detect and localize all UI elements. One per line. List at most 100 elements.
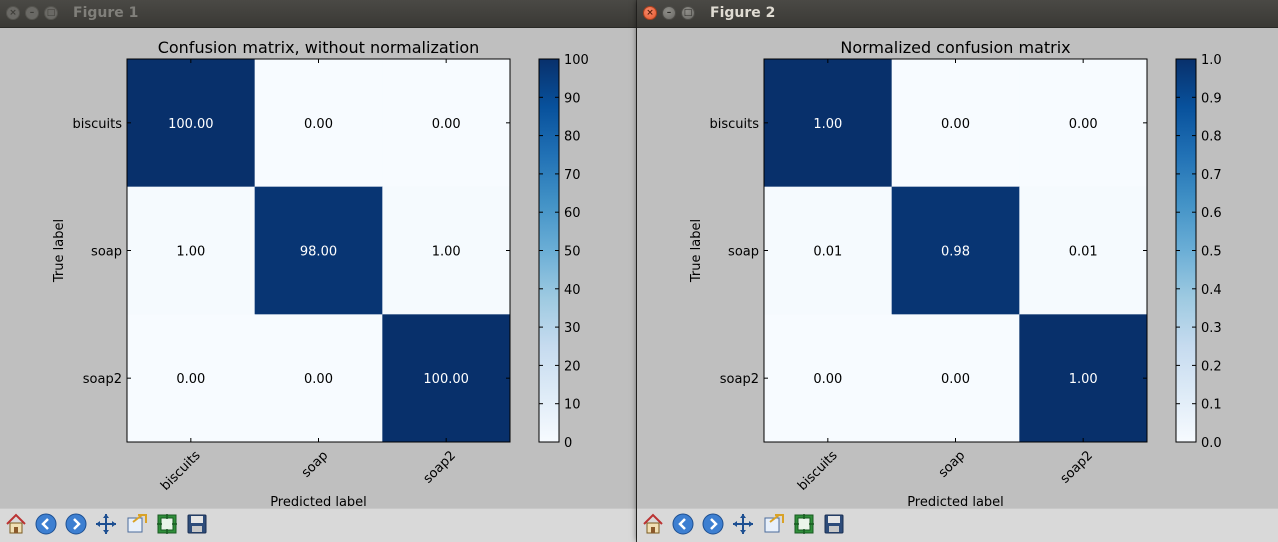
y-axis-label: True label [689, 219, 704, 283]
forward-arrow-button[interactable] [63, 513, 89, 539]
x-axis-label: Predicted label [907, 495, 1004, 508]
y-axis-label: True label [52, 219, 67, 283]
colorbar-tick-label: 0 [564, 436, 572, 451]
heatmap-cell [764, 186, 893, 315]
close-button[interactable]: × [6, 6, 20, 20]
heatmap-cell [1019, 59, 1148, 188]
heatmap-cell [382, 59, 511, 188]
cell-value-label: 1.00 [1069, 372, 1098, 387]
pan-button[interactable] [730, 513, 756, 539]
colorbar-tick-label: 0.6 [1201, 206, 1222, 221]
colorbar-tick-label: 0.4 [1201, 283, 1222, 298]
normalized-confusion-matrix-plot: Normalized confusion matrix 1.00 0.00 0.00 0… [689, 38, 1222, 508]
forward-arrow-icon [701, 512, 725, 540]
save-icon [185, 512, 209, 540]
minimize-icon: – [29, 7, 35, 18]
cell-value-label: 0.00 [176, 372, 205, 387]
save-button[interactable] [821, 513, 847, 539]
subplots-button[interactable] [154, 513, 180, 539]
cell-value-label: 0.00 [304, 117, 333, 132]
colorbar-tick-label: 0.3 [1201, 321, 1222, 336]
zoom-button[interactable] [761, 513, 787, 539]
figure-canvas[interactable]: Normalized confusion matrix 1.00 0.00 0.00 0… [637, 28, 1278, 508]
back-arrow-button[interactable] [33, 513, 59, 539]
subplots-icon [155, 512, 179, 540]
save-icon [822, 512, 846, 540]
heatmap-cell [764, 59, 893, 188]
colorbar-tick-label: 40 [564, 283, 581, 298]
colorbar-tick-label: 50 [564, 245, 581, 260]
cell-value-label: 0.00 [432, 117, 461, 132]
minimize-button[interactable]: – [25, 6, 39, 20]
cell-value-label: 100.00 [168, 117, 214, 132]
heatmap-cell [891, 186, 1020, 315]
colorbar-tick-label: 100 [564, 53, 589, 68]
y-tick-label: biscuits [72, 117, 122, 132]
heatmap-cell [127, 314, 256, 443]
x-tick-label: soap2 [421, 448, 459, 486]
home-button[interactable] [640, 513, 666, 539]
colorbar-tick-label: 0.9 [1201, 91, 1222, 106]
confusion-matrix-plot: Confusion matrix, without normalization 1… [52, 38, 589, 508]
close-button[interactable]: × [643, 6, 657, 20]
heatmap-cell [254, 186, 383, 315]
heatmap-cells [127, 59, 511, 443]
x-tick-label: soap2 [1058, 448, 1096, 486]
title-bar: × – □ Figure 2 [637, 0, 1278, 28]
close-icon: × [646, 7, 654, 18]
y-tick-label: biscuits [709, 117, 759, 132]
forward-arrow-button[interactable] [700, 513, 726, 539]
close-icon: × [9, 7, 17, 18]
x-axis-label: Predicted label [270, 495, 367, 508]
heatmap-cell [254, 314, 383, 443]
heatmap-cell [1019, 186, 1148, 315]
colorbar-tick-label: 0.5 [1201, 245, 1222, 260]
minimize-icon: – [666, 7, 672, 18]
heatmap-cell [891, 314, 1020, 443]
colorbar-tick-label: 70 [564, 168, 581, 183]
home-button[interactable] [3, 513, 29, 539]
cell-value-label: 0.01 [1069, 245, 1098, 260]
save-button[interactable] [184, 513, 210, 539]
heatmap-cells [764, 59, 1148, 443]
back-arrow-button[interactable] [670, 513, 696, 539]
navigation-toolbar [0, 508, 636, 542]
colorbar-tick-label: 90 [564, 91, 581, 106]
maximize-button[interactable]: □ [681, 6, 695, 20]
back-arrow-icon [671, 512, 695, 540]
y-tick-label: soap [91, 245, 122, 260]
cell-value-label: 0.01 [813, 245, 842, 260]
zoom-icon [125, 512, 149, 540]
window-title: Figure 1 [73, 5, 139, 21]
figure-2-window: × – □ Figure 2 Normalized confusion matr… [637, 0, 1278, 542]
colorbar-tick-label: 0.8 [1201, 130, 1222, 145]
maximize-button[interactable]: □ [44, 6, 58, 20]
y-tick-label: soap2 [720, 372, 759, 387]
maximize-icon: □ [683, 7, 693, 18]
heatmap-cell [1019, 314, 1148, 443]
title-bar: × – □ Figure 1 [0, 0, 636, 28]
colorbar-tick-label: 80 [564, 130, 581, 145]
cell-value-label: 0.00 [304, 372, 333, 387]
figure-canvas[interactable]: Confusion matrix, without normalization 1… [0, 28, 636, 508]
x-tick-label: soap [936, 448, 968, 480]
cell-value-label: 1.00 [432, 245, 461, 260]
cell-value-label: 0.00 [1069, 117, 1098, 132]
home-icon [4, 512, 28, 540]
pan-button[interactable] [93, 513, 119, 539]
x-tick-label: soap [299, 448, 331, 480]
colorbar-tick-label: 60 [564, 206, 581, 221]
zoom-button[interactable] [124, 513, 150, 539]
subplots-button[interactable] [791, 513, 817, 539]
colorbar-tick-label: 0.1 [1201, 398, 1222, 413]
heatmap-cell [764, 314, 893, 443]
minimize-button[interactable]: – [662, 6, 676, 20]
y-tick-label: soap [728, 245, 759, 260]
heatmap-cell [382, 314, 511, 443]
cell-value-label: 0.98 [941, 245, 970, 260]
heatmap-cell [127, 59, 256, 188]
pan-icon [731, 512, 755, 540]
figure-1-window: × – □ Figure 1 Confusion matrix, without… [0, 0, 636, 542]
heatmap-cell [891, 59, 1020, 188]
window-title: Figure 2 [710, 5, 776, 21]
